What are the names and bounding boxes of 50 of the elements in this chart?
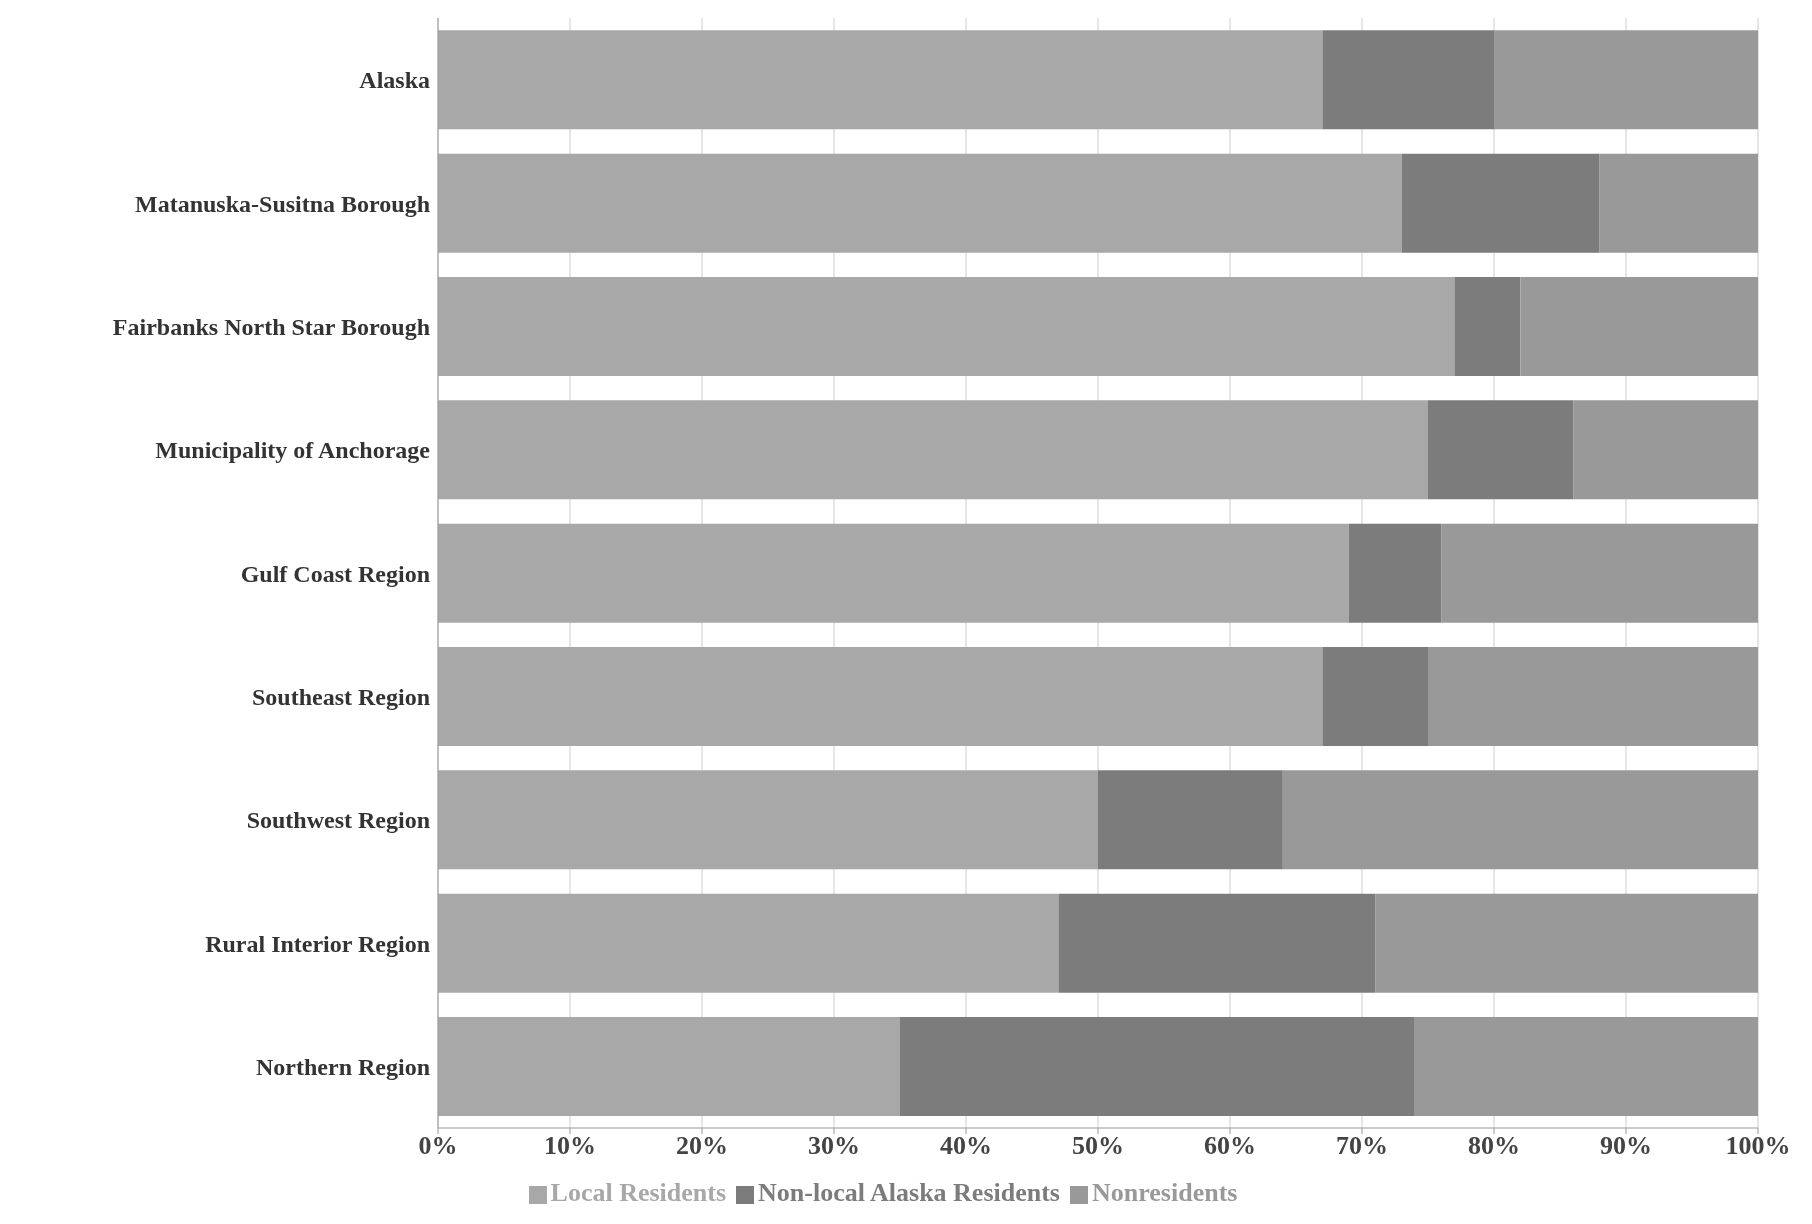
bar [1494,30,1758,130]
bar [438,153,1402,253]
bar [1599,153,1758,253]
bar [1098,770,1283,870]
bar [1441,523,1758,623]
bar [438,277,1455,376]
y-tick-label: Alaska [359,67,430,94]
bar [1058,893,1376,993]
bar [438,770,1098,870]
bar [1573,400,1758,500]
x-tick-label: 20% [676,1131,728,1161]
bar [438,523,1349,623]
x-tick-label: 50% [1072,1131,1124,1161]
y-tick-label: Gulf Coast Region [240,560,430,587]
y-tick-label: Southwest Region [246,807,430,834]
bar [1428,647,1758,746]
legend-label: Local Residents [550,1178,727,1207]
bar [438,30,1323,130]
legend-label: Nonresidents [1091,1178,1238,1207]
bar [1520,277,1758,376]
y-tick-label: Fairbanks North Star Borough [112,313,430,340]
bar [438,400,1428,500]
x-tick-label: 10% [544,1131,596,1161]
y-tick-label: Northern Region [256,1053,430,1080]
bar [1401,153,1600,253]
bar [438,893,1059,993]
x-tick-label: 90% [1600,1131,1652,1161]
x-tick-label: 80% [1468,1131,1520,1161]
bar [900,1017,1415,1116]
legend-label: Non-local Alaska Residents [758,1178,1060,1207]
bar [438,647,1323,746]
y-tick-label: Matanuska-Susitna Borough [135,190,430,217]
y-tick-label: Municipality of Anchorage [155,437,431,464]
x-tick-label: 40% [940,1131,992,1161]
x-tick-label: 0% [418,1131,458,1161]
x-tick-label: 30% [808,1131,860,1161]
x-tick-label: 100% [1725,1131,1791,1161]
bar [1375,893,1758,993]
bar [1322,30,1494,130]
bar [1282,770,1758,870]
x-tick-label: 70% [1336,1131,1388,1161]
bar [1428,400,1574,500]
bar [438,1017,900,1116]
y-tick-label: Southeast Region [251,683,430,710]
y-tick-label: Rural Interior Region [205,930,430,957]
bar [1454,277,1521,376]
bar [1348,523,1442,623]
bar [1414,1017,1758,1116]
x-tick-label: 60% [1204,1131,1256,1161]
bar [1322,647,1428,746]
